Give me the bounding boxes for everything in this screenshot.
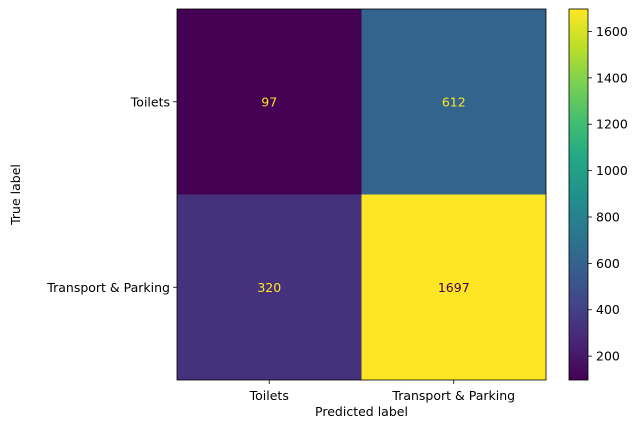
colorbar-tick-label: 1600 [596, 24, 628, 39]
heatmap-cells: 97 612 320 1697 [177, 9, 546, 380]
x-axis-label: Predicted label [315, 404, 408, 419]
cell-value-label: 612 [442, 94, 466, 109]
colorbar-tick-label: 1000 [596, 163, 628, 178]
colorbar-tick-label: 1400 [596, 70, 628, 85]
colorbar-ticks: 200 400 600 800 1000 1200 1400 1600 [588, 24, 628, 364]
colorbar-tick-label: 600 [596, 256, 620, 271]
x-axis-ticks: Toilets Transport & Parking [249, 380, 515, 403]
heatmap-cell [361, 194, 546, 380]
y-axis-label: True label [8, 164, 23, 226]
x-tick-label: Transport & Parking [391, 388, 515, 403]
colorbar-tick-label: 1200 [596, 117, 628, 132]
heatmap-cell [177, 9, 362, 195]
cell-value-label: 1697 [438, 280, 470, 295]
cell-value-label: 320 [257, 280, 281, 295]
y-axis-ticks: Toilets Transport & Parking [46, 94, 177, 295]
y-tick-label: Transport & Parking [46, 280, 170, 295]
colorbar-tick-label: 200 [596, 349, 620, 364]
cell-value-label: 97 [261, 94, 277, 109]
heatmap-cell [177, 194, 362, 380]
colorbar-tick-label: 800 [596, 209, 620, 224]
y-tick-label: Toilets [130, 94, 170, 109]
plot-frame [176, 8, 547, 381]
colorbar-tick-label: 400 [596, 302, 620, 317]
heatmap-cell [361, 9, 546, 195]
colorbar [568, 8, 589, 381]
x-tick-label: Toilets [249, 388, 289, 403]
